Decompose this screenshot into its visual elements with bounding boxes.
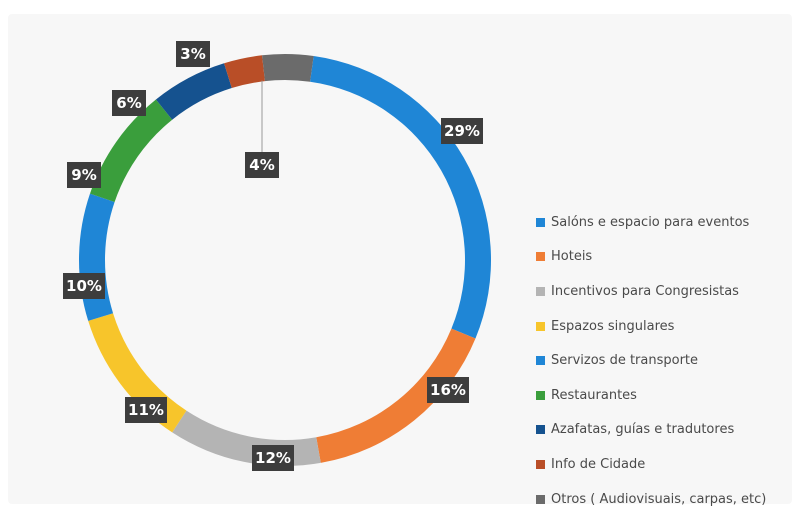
data-label-box [427, 377, 469, 403]
data-label-text: 9% [71, 166, 96, 184]
donut-slice [155, 63, 232, 120]
data-label: 9% [67, 162, 101, 188]
legend-swatch [536, 286, 545, 296]
data-label: 29% [441, 118, 483, 144]
data-label-box [67, 162, 101, 188]
donut-slice [224, 55, 265, 89]
data-label: 3% [176, 41, 210, 67]
legend-label: Salóns e espacio para eventos [551, 214, 750, 230]
legend-label: Info de Cidade [551, 456, 646, 472]
legend-label: Azafatas, guías e tradutores [551, 422, 735, 438]
data-labels: 29% 16% 12% 11% 10% 9% 6% 3% 4% [63, 41, 483, 471]
legend-label: Servizos de transporte [551, 353, 699, 369]
data-label-text: 4% [249, 156, 274, 174]
legend-item: Restaurantes [536, 378, 766, 413]
legend-swatch [536, 321, 545, 331]
donut-slice [78, 193, 115, 321]
data-label-box [441, 118, 483, 144]
data-label-box [112, 90, 146, 116]
data-label-text: 11% [128, 401, 164, 419]
data-label: 16% [427, 377, 469, 403]
legend-item: Servizos de transporte [536, 343, 766, 378]
data-label: 10% [63, 273, 105, 299]
data-label-text: 3% [180, 45, 205, 63]
legend-item: Espazos singulares [536, 309, 766, 344]
legend-item: Incentivos para Congresistas [536, 274, 766, 309]
legend-label: Incentivos para Congresistas [551, 283, 739, 299]
legend-label: Restaurantes [551, 387, 637, 403]
donut-slice [89, 99, 173, 202]
legend-swatch [536, 390, 545, 400]
legend-item: Info de Cidade [536, 447, 766, 482]
legend-label: Otros ( Audiovisuais, carpas, etc) [551, 491, 767, 507]
data-label-text: 12% [255, 449, 291, 467]
data-label: 6% [112, 90, 146, 116]
legend-item: Hoteis [536, 240, 766, 275]
data-label: 4% [245, 152, 279, 178]
data-label-text: 6% [116, 94, 141, 112]
donut-slice [316, 328, 476, 463]
data-label-box [252, 445, 294, 471]
data-label-text: 10% [66, 277, 102, 295]
legend-swatch [536, 494, 545, 504]
data-label-box [176, 41, 210, 67]
legend-swatch [536, 252, 545, 262]
data-label-box [245, 152, 279, 178]
data-label-box [63, 273, 105, 299]
legend-item: Azafatas, guías e tradutores [536, 413, 766, 448]
legend-swatch [536, 459, 545, 469]
legend-swatch [536, 217, 545, 227]
data-label-box [125, 397, 167, 423]
legend-label: Hoteis [551, 249, 593, 265]
data-label-text: 29% [444, 122, 480, 140]
data-label: 12% [252, 445, 294, 471]
donut-slice [262, 54, 314, 82]
donut-slice [310, 56, 491, 339]
donut-slices [78, 54, 491, 466]
legend-swatch [536, 356, 545, 366]
legend-item: Salóns e espacio para eventos [536, 205, 766, 240]
data-label: 11% [125, 397, 167, 423]
legend-swatch [536, 425, 545, 435]
donut-slice [172, 410, 321, 466]
legend: Salóns e espacio para eventos Hoteis Incen… [536, 205, 766, 516]
data-label-text: 16% [430, 381, 466, 399]
legend-item: Otros ( Audiovisuais, carpas, etc) [536, 482, 766, 516]
legend-label: Espazos singulares [551, 318, 675, 334]
